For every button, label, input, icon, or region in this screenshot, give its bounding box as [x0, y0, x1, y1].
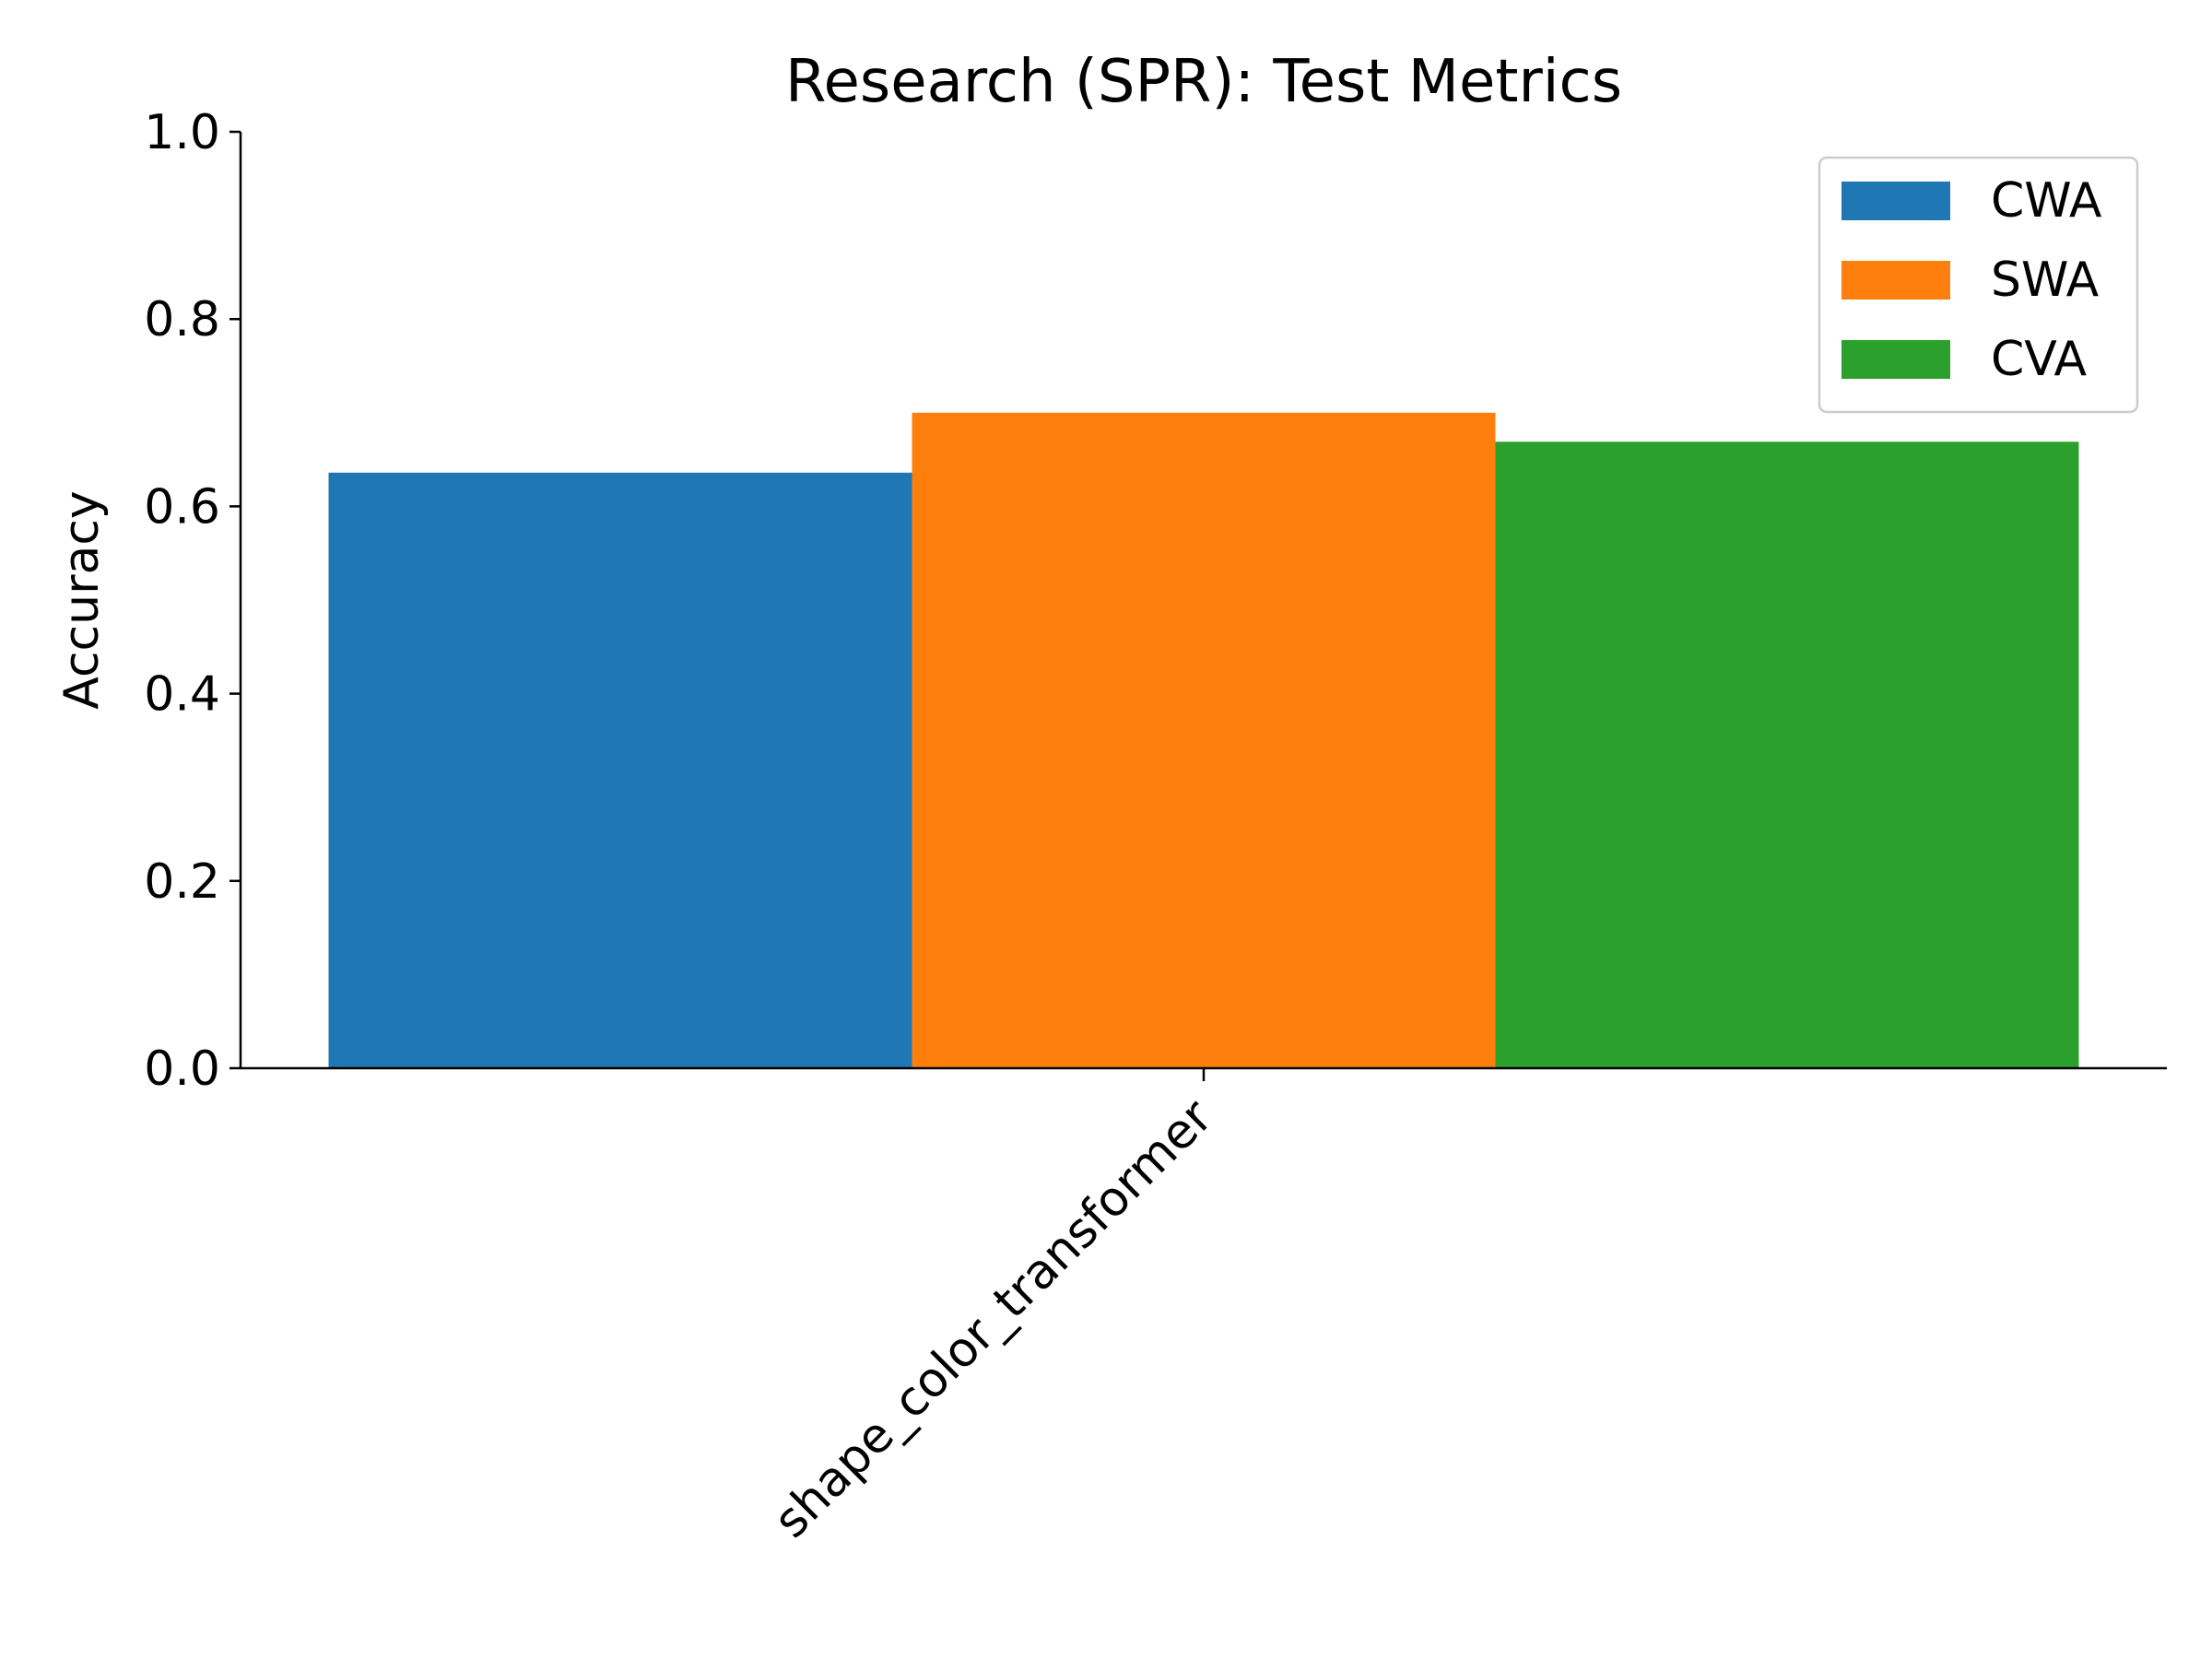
y-ticks-group: 0.0 0.2 0.4 0.6 0.8 1.0 — [144, 105, 241, 1097]
chart-title: Research (SPR): Test Metrics — [785, 48, 1622, 116]
y-tick-label: 0.2 — [144, 854, 220, 910]
legend-label-cva: CVA — [1991, 332, 2088, 387]
bar-cwa — [328, 472, 912, 1068]
y-tick-label: 0.4 — [144, 667, 220, 723]
bars-group — [328, 412, 2079, 1068]
legend-swatch-cwa — [1841, 182, 1950, 220]
y-tick-label: 0.6 — [144, 479, 220, 535]
legend: CWA SWA CVA — [1818, 156, 2139, 414]
legend-swatch-swa — [1841, 261, 1950, 300]
y-tick-label: 0.0 — [144, 1041, 220, 1097]
x-tick-label: shape_color_transformer — [763, 1088, 1223, 1548]
y-tick-label: 1.0 — [144, 105, 220, 160]
bar-swa — [912, 412, 1496, 1068]
legend-label-swa: SWA — [1991, 253, 2100, 308]
y-tick-label: 0.8 — [144, 292, 220, 347]
legend-swatch-cva — [1841, 340, 1950, 379]
x-ticks-group: shape_color_transformer — [763, 1068, 1224, 1548]
legend-label-cwa: CWA — [1991, 173, 2102, 229]
y-axis-label: Accuracy — [54, 490, 110, 709]
bar-cva — [1495, 441, 2079, 1068]
